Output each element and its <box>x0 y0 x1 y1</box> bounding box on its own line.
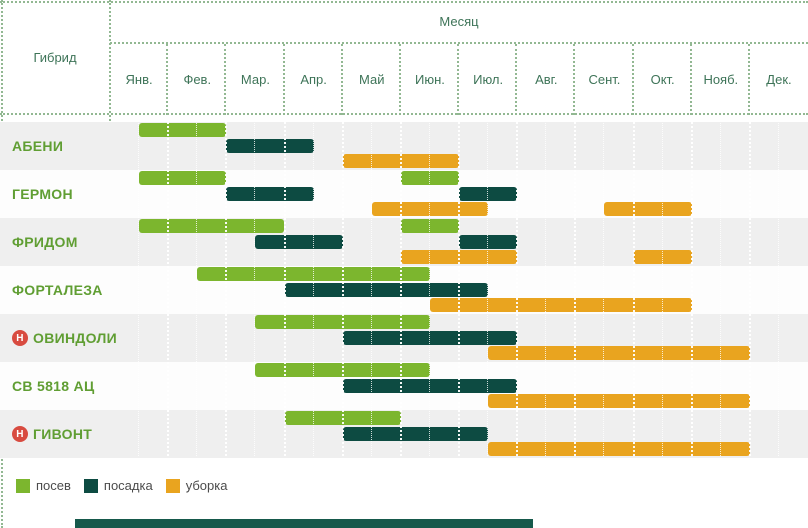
hybrid-row-6: СВ 5818 АЦ <box>0 362 808 410</box>
month-header-6: Июн. <box>398 44 459 115</box>
hybrid-name: СВ 5818 АЦ <box>12 378 95 394</box>
months-header-row: Янв. Фев. Мар. Апр. Май Июн. Июл. Авг. Сент. Окт.… <box>110 44 808 115</box>
month-header-4: Апр. <box>282 44 343 115</box>
new-badge-icon: Н <box>12 330 28 346</box>
harvest-swatch-icon <box>165 478 180 493</box>
hybrid-label: АБЕНИ <box>12 122 63 170</box>
sow-bar <box>400 219 459 233</box>
harvest-bar <box>604 202 692 216</box>
hybrid-name: ГИВОНТ <box>33 426 93 442</box>
hybrid-label: Н ОВИНДОЛИ <box>12 314 117 362</box>
hybrid-row-1: АБЕНИ <box>0 122 808 170</box>
plant-bar <box>284 282 489 297</box>
plant-bar <box>226 186 314 201</box>
hybrid-name: АБЕНИ <box>12 138 64 154</box>
hybrid-row-7: Н ГИВОНТ <box>0 410 808 458</box>
sow-bar <box>400 171 459 185</box>
plant-bar <box>459 186 518 201</box>
footer-bar <box>75 519 533 528</box>
hybrid-name: ГЕРМОН <box>12 186 73 202</box>
month-header-separator <box>110 42 808 44</box>
border-top <box>0 1 808 3</box>
hybrid-name: ФОРТАЛЕЗА <box>12 282 103 298</box>
hybrid-column-header: Гибрид <box>33 50 77 65</box>
plant-bar <box>226 138 314 153</box>
plant-bar <box>342 330 518 345</box>
legend-item-sow: посев <box>16 478 71 493</box>
header-bottom-separator <box>0 113 808 115</box>
sow-bar <box>255 315 430 329</box>
sow-bar <box>255 363 430 377</box>
sow-bar <box>139 171 227 185</box>
hybrid-row-4: ФОРТАЛЕЗА <box>0 266 808 314</box>
hybrid-row-3: ФРИДОМ <box>0 218 808 266</box>
hybrid-name: ОВИНДОЛИ <box>33 330 117 346</box>
hybrid-label: СВ 5818 АЦ <box>12 362 94 410</box>
hybrid-row-5: Н ОВИНДОЛИ <box>0 314 808 362</box>
legend-item-plant: посадка <box>83 478 153 493</box>
sow-swatch-icon <box>16 478 30 493</box>
hybrid-name: ФРИДОМ <box>12 234 78 250</box>
harvest-bar <box>488 394 750 408</box>
plant-bar <box>342 378 518 393</box>
month-axis-title: Месяц <box>439 13 479 29</box>
sow-bar <box>197 267 430 281</box>
month-header-1: Янв. <box>125 72 153 87</box>
legend-label: посев <box>36 478 71 493</box>
legend-label: посадка <box>103 478 153 493</box>
month-header-9: Сент. <box>573 44 633 115</box>
legend: посев посадка уборка <box>16 478 227 493</box>
legend-item-harvest: уборка <box>165 478 228 493</box>
month-header-10: Окт. <box>631 44 692 115</box>
plant-bar <box>255 234 343 249</box>
harvest-bar <box>400 250 518 264</box>
sow-bar <box>139 219 285 233</box>
month-header-5: Май <box>340 44 401 115</box>
legend-label: уборка <box>185 478 228 493</box>
plant-bar <box>459 234 518 249</box>
month-header-8: Авг. <box>515 44 575 115</box>
harvest-bar <box>633 250 692 264</box>
hybrid-label: ГЕРМОН <box>12 170 73 218</box>
harvest-bar <box>488 346 750 360</box>
plant-bar <box>342 426 489 441</box>
hybrid-label: ФОРТАЛЕЗА <box>12 266 103 314</box>
harvest-bar <box>429 298 692 312</box>
hybrid-row-2: ГЕРМОН <box>0 170 808 218</box>
harvest-bar <box>488 442 750 456</box>
harvest-bar <box>371 202 489 216</box>
month-header-12: Дек. <box>747 44 808 115</box>
harvest-bar <box>342 154 459 168</box>
month-header-3: Мар. <box>224 44 284 115</box>
month-header-11: Нояб. <box>689 44 750 115</box>
gantt-body: АБЕНИ ГЕРМОН ФРИДОМ ФОРТАЛЕЗА Н ОВИНДОЛИ СВ 58… <box>0 122 808 458</box>
new-badge-icon: Н <box>12 426 28 442</box>
sow-bar <box>139 123 227 137</box>
plant-swatch-icon <box>83 478 98 493</box>
hybrid-label: Н ГИВОНТ <box>12 410 92 458</box>
month-header-2: Фев. <box>166 44 226 115</box>
month-header-7: Июл. <box>457 44 517 115</box>
hybrid-label: ФРИДОМ <box>12 218 78 266</box>
sow-bar <box>284 411 401 425</box>
